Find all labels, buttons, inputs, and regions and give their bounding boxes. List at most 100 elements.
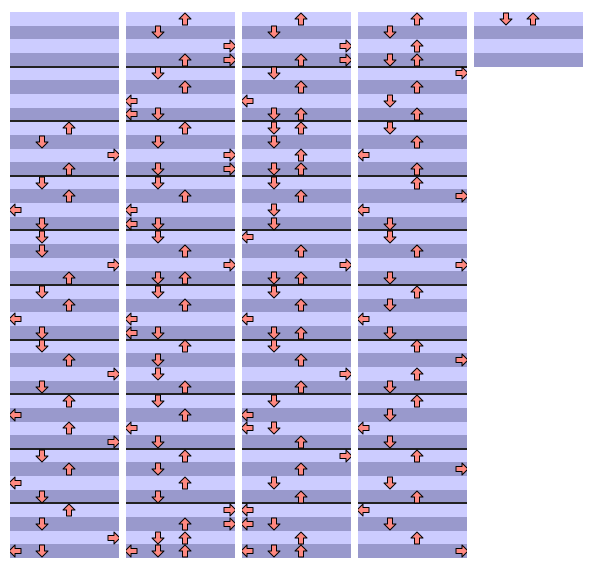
down-arrow-icon [383, 94, 397, 108]
down-arrow-icon [35, 380, 49, 394]
beat-row [126, 230, 235, 245]
left-arrow-icon [242, 94, 254, 108]
beat-row [126, 25, 235, 40]
measure-line [126, 393, 235, 396]
measure-line [242, 229, 351, 232]
down-arrow-icon [383, 326, 397, 340]
beat-row [126, 134, 235, 149]
left-arrow-icon [126, 217, 138, 231]
beat-row [10, 244, 119, 259]
down-arrow-icon [35, 490, 49, 504]
left-arrow-icon [126, 203, 138, 217]
down-arrow-icon [267, 476, 281, 490]
down-arrow-icon [383, 217, 397, 231]
left-arrow-icon [126, 326, 138, 340]
up-arrow-icon [178, 449, 192, 463]
beat-row [10, 66, 119, 81]
beat-row [126, 366, 235, 382]
up-arrow-icon [526, 12, 540, 26]
down-arrow-icon [267, 66, 281, 80]
down-arrow-icon [151, 162, 165, 176]
up-arrow-icon [62, 462, 76, 476]
beat-row [10, 285, 119, 300]
down-arrow-icon [151, 107, 165, 121]
up-arrow-icon [294, 121, 308, 135]
down-arrow-icon [151, 25, 165, 39]
left-arrow-icon [126, 94, 138, 108]
beat-row [242, 421, 351, 436]
beat-row [242, 230, 351, 245]
right-arrow-icon [339, 53, 351, 67]
measure-line [10, 447, 119, 450]
beat-row [126, 175, 235, 190]
beat-row [126, 353, 235, 368]
down-arrow-icon [383, 435, 397, 449]
beat-row [10, 25, 119, 40]
measure-line [358, 120, 467, 123]
left-arrow-icon [126, 312, 138, 326]
beat-row [474, 25, 583, 40]
chart-column-3 [242, 12, 351, 558]
up-arrow-icon [178, 80, 192, 94]
measure-line [242, 502, 351, 505]
beat-row [126, 312, 235, 327]
right-arrow-icon [339, 367, 351, 381]
measure-line [10, 120, 119, 123]
beat-row [10, 12, 119, 27]
beat-row [358, 544, 467, 558]
beat-row [10, 407, 119, 422]
down-arrow-icon [35, 339, 49, 353]
beat-row [10, 39, 119, 54]
up-arrow-icon [62, 189, 76, 203]
beat-row [126, 421, 235, 436]
up-arrow-icon [178, 339, 192, 353]
beat-row [242, 257, 351, 272]
measure-line [10, 284, 119, 286]
up-arrow-icon [178, 531, 192, 545]
measure-line [242, 338, 351, 341]
beat-row [10, 544, 119, 558]
up-arrow-icon [410, 339, 424, 353]
up-arrow-icon [62, 421, 76, 435]
up-arrow-icon [294, 53, 308, 67]
beat-row [358, 353, 467, 368]
up-arrow-icon [62, 121, 76, 135]
up-arrow-icon [178, 298, 192, 312]
down-arrow-icon [151, 531, 165, 545]
down-arrow-icon [151, 135, 165, 149]
beat-row [358, 66, 467, 81]
down-arrow-icon [151, 435, 165, 449]
left-arrow-icon [242, 503, 254, 517]
chart-column-1 [10, 12, 119, 558]
measure-line [10, 229, 119, 232]
up-arrow-icon [410, 490, 424, 504]
beat-row [10, 216, 119, 231]
up-arrow-icon [62, 353, 76, 367]
beat-row [126, 148, 235, 163]
up-arrow-icon [410, 244, 424, 258]
beat-row [126, 394, 235, 409]
left-arrow-icon [10, 476, 22, 490]
beat-row [10, 517, 119, 532]
down-arrow-icon [35, 517, 49, 531]
down-arrow-icon [151, 394, 165, 408]
measure-line [10, 174, 119, 177]
up-arrow-icon [294, 462, 308, 476]
left-arrow-icon [126, 107, 138, 121]
up-arrow-icon [294, 148, 308, 162]
down-arrow-icon [151, 544, 165, 558]
right-arrow-icon [107, 435, 119, 449]
down-arrow-icon [151, 217, 165, 231]
down-arrow-icon [499, 12, 513, 26]
up-arrow-icon [294, 353, 308, 367]
beat-row [126, 203, 235, 218]
down-arrow-icon [35, 230, 49, 244]
up-arrow-icon [62, 162, 76, 176]
beat-row [126, 162, 235, 177]
down-arrow-icon [267, 421, 281, 435]
up-arrow-icon [294, 435, 308, 449]
down-arrow-icon [383, 230, 397, 244]
measure-line [358, 174, 467, 177]
down-arrow-icon [35, 244, 49, 258]
up-arrow-icon [294, 544, 308, 558]
